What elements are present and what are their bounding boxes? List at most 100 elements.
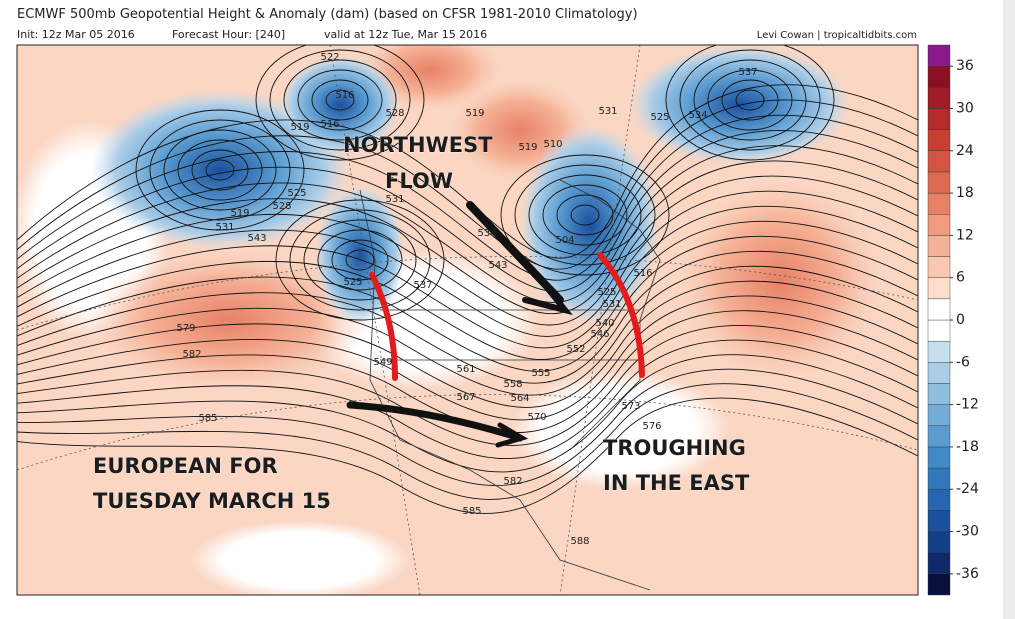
- contour-line: [325, 89, 355, 111]
- contour-label: 525: [597, 287, 616, 298]
- colorbar-tick-label: 24: [956, 143, 974, 159]
- contour-label: 525: [650, 112, 669, 123]
- contour-label: 573: [621, 401, 640, 412]
- contour-line: [528, 174, 642, 256]
- colorbar-segment: [927, 87, 951, 109]
- colorbar-tick-label: 0: [956, 312, 965, 328]
- init: Init: 12z Mar 05 2016: [17, 28, 135, 41]
- contour-line: [17, 190, 918, 337]
- contour-label: 510: [543, 139, 562, 150]
- contour-line: [17, 220, 918, 360]
- contour-line: [17, 250, 918, 384]
- contour-line: [17, 397, 918, 514]
- colorbar-tick-label: 12: [956, 227, 974, 243]
- contour-line: [17, 295, 918, 421]
- contour-line: [679, 49, 821, 151]
- contour-label: 519: [230, 208, 249, 219]
- contour-label: 531: [602, 299, 621, 310]
- contour-line: [500, 154, 670, 276]
- annotation: TUESDAY MARCH 15: [93, 489, 331, 513]
- colorbar-tick-label: 36: [956, 58, 974, 74]
- contour-line: [17, 265, 918, 396]
- contour-label: 522: [320, 52, 339, 63]
- colorbar-segment: [927, 425, 951, 448]
- contour-label: 519: [290, 122, 309, 133]
- contour-line: [331, 239, 389, 281]
- contour-line: [255, 45, 425, 161]
- contour-label: 543: [247, 233, 266, 244]
- contour-line: [570, 204, 600, 226]
- contour-label: 579: [176, 323, 195, 334]
- forecast-hour: Forecast Hour: [240]: [172, 28, 285, 41]
- contour-label: 549: [373, 357, 392, 368]
- contour-line: [311, 79, 369, 121]
- contour-line: [665, 45, 835, 161]
- colorbar-segment: [927, 44, 951, 67]
- title: ECMWF 500mb Geopotential Height & Anomal…: [17, 7, 638, 22]
- contour-label: 552: [566, 344, 585, 355]
- contour-line: [17, 383, 918, 500]
- colorbar-tick-label: -36: [956, 566, 979, 582]
- contour-line: [205, 159, 235, 181]
- contour-line: [17, 205, 918, 349]
- colorbar-tick-label: -30: [956, 524, 979, 540]
- contour-line: [17, 235, 918, 372]
- contour-line: [269, 49, 411, 151]
- contour-line: [17, 84, 918, 259]
- contour-line: [317, 229, 403, 291]
- map-frame: [16, 44, 919, 596]
- colorbar: 36 30 24 18 12 6 0 -6 -12 -18 -24 -30 -36: [927, 44, 979, 596]
- contour-line: [17, 325, 918, 446]
- contour-label: 516: [335, 90, 354, 101]
- valid-time: valid at 12z Tue, Mar 15 2016: [324, 28, 487, 41]
- contour-label: 564: [510, 393, 529, 404]
- contour-line: [514, 164, 656, 266]
- contour-line: [693, 59, 807, 141]
- map: [17, 45, 918, 595]
- colorbar-segment: [927, 340, 951, 363]
- contour-label: 540: [595, 318, 614, 329]
- contour-line: [17, 354, 918, 473]
- contour-label: 528: [385, 108, 404, 119]
- colorbar-tick-label: -6: [956, 354, 970, 370]
- contour-line: [556, 194, 614, 236]
- contour-label: 537: [738, 67, 757, 78]
- colorbar-segment: [927, 489, 951, 511]
- contour-label: 528: [272, 201, 291, 212]
- annotation: TROUGHING: [603, 436, 746, 460]
- contour-label: 567: [456, 392, 475, 403]
- contour-label: 531: [385, 194, 404, 205]
- colorbar-segment: [927, 298, 951, 321]
- colorbar-segment: [927, 256, 951, 278]
- colorbar-segment: [927, 446, 951, 469]
- contour-label: 531: [215, 222, 234, 233]
- contour-label: 519: [518, 142, 537, 153]
- contour-label: 576: [642, 421, 661, 432]
- contour-line: [283, 59, 397, 141]
- contour-line: [345, 249, 375, 271]
- colorbar-segment: [927, 192, 951, 215]
- colorbar-segment: [927, 171, 951, 194]
- side-strip: [1003, 0, 1015, 619]
- colorbar-segment: [927, 235, 951, 257]
- contour-label: 534: [688, 110, 707, 121]
- colorbar-segment: [927, 108, 951, 130]
- contour-line: [17, 175, 918, 326]
- contour-label: 582: [182, 349, 201, 360]
- contour-line: [163, 129, 277, 211]
- contour-label: 525: [287, 188, 306, 199]
- contour-label: 561: [456, 364, 475, 375]
- contour-label: 516: [633, 268, 652, 279]
- contour-label: 555: [531, 368, 550, 379]
- colorbar-segment: [927, 467, 951, 490]
- colorbar-segment: [927, 150, 951, 173]
- contour-label: 585: [198, 413, 217, 424]
- colorbar-segment: [927, 362, 951, 384]
- contour-label: 537: [413, 280, 432, 291]
- contour-line: [17, 368, 918, 487]
- colorbar-segment: [927, 129, 951, 151]
- contour-label: 546: [590, 329, 609, 340]
- colorbar-tick-label: -24: [956, 481, 979, 497]
- credit: Levi Cowan | tropicaltidbits.com: [757, 30, 917, 41]
